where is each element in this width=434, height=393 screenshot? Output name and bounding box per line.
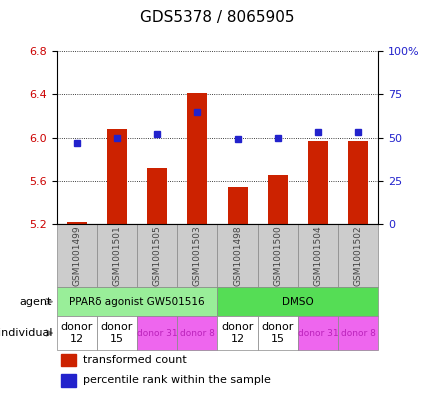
Bar: [61, 374, 76, 387]
Bar: [267, 175, 287, 224]
Bar: [217, 316, 257, 350]
Bar: [61, 354, 76, 366]
Bar: [338, 224, 378, 287]
Text: GSM1001499: GSM1001499: [72, 225, 81, 286]
Bar: [217, 287, 378, 316]
Text: DMSO: DMSO: [282, 297, 313, 307]
Bar: [107, 129, 127, 224]
Bar: [297, 224, 338, 287]
Text: donor 31: donor 31: [137, 329, 177, 338]
Text: donor
15: donor 15: [261, 322, 293, 344]
Bar: [96, 316, 137, 350]
Bar: [66, 222, 86, 224]
Text: agent: agent: [20, 297, 52, 307]
Bar: [217, 224, 257, 287]
Text: GSM1001500: GSM1001500: [273, 225, 282, 286]
Text: GSM1001502: GSM1001502: [353, 225, 362, 286]
Text: donor 31: donor 31: [297, 329, 338, 338]
Text: GSM1001498: GSM1001498: [233, 225, 242, 286]
Bar: [338, 316, 378, 350]
Text: donor 8: donor 8: [340, 329, 375, 338]
Bar: [187, 93, 207, 224]
Bar: [56, 287, 217, 316]
Text: transformed count: transformed count: [82, 355, 186, 365]
Text: GSM1001505: GSM1001505: [152, 225, 161, 286]
Bar: [56, 316, 97, 350]
Text: PPARδ agonist GW501516: PPARδ agonist GW501516: [69, 297, 204, 307]
Bar: [227, 187, 247, 224]
Bar: [96, 224, 137, 287]
Bar: [147, 168, 167, 224]
Bar: [56, 224, 97, 287]
Bar: [177, 316, 217, 350]
Bar: [137, 316, 177, 350]
Text: GSM1001503: GSM1001503: [192, 225, 201, 286]
Text: GSM1001501: GSM1001501: [112, 225, 121, 286]
Bar: [348, 141, 368, 224]
Bar: [177, 224, 217, 287]
Text: donor
15: donor 15: [101, 322, 133, 344]
Text: donor 8: donor 8: [180, 329, 214, 338]
Text: GSM1001504: GSM1001504: [313, 225, 322, 286]
Text: donor
12: donor 12: [60, 322, 92, 344]
Text: percentile rank within the sample: percentile rank within the sample: [82, 375, 270, 386]
Bar: [307, 141, 327, 224]
Bar: [297, 316, 338, 350]
Bar: [137, 224, 177, 287]
Text: donor
12: donor 12: [221, 322, 253, 344]
Text: individual: individual: [0, 328, 52, 338]
Text: GDS5378 / 8065905: GDS5378 / 8065905: [140, 10, 294, 25]
Bar: [257, 224, 297, 287]
Bar: [257, 316, 297, 350]
